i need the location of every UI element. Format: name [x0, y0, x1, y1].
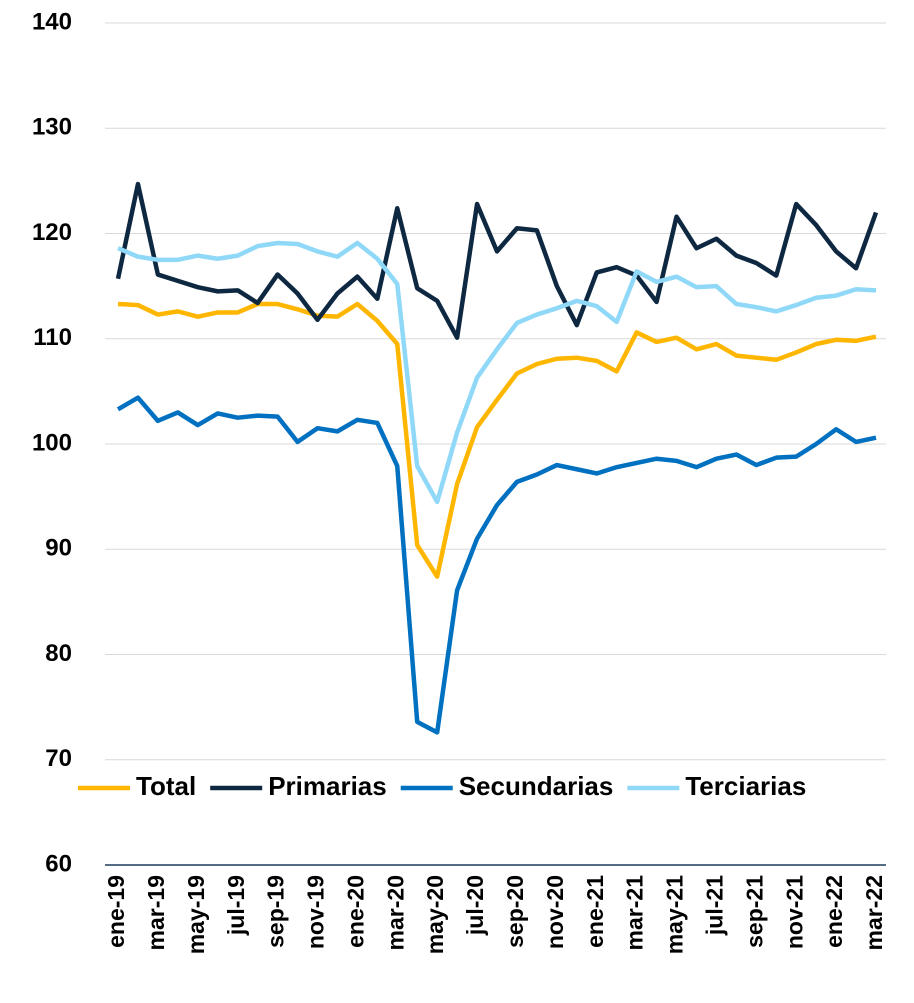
x-tick-label: may-19: [183, 875, 209, 954]
x-tick-label: may-21: [662, 875, 688, 954]
y-tick-label: 70: [45, 745, 72, 772]
legend-label: Secundarias: [459, 771, 614, 801]
legend-label: Total: [136, 771, 196, 801]
series-line: [117, 240, 877, 505]
x-tick-label: sep-20: [502, 875, 528, 948]
x-tick-label: mar-22: [861, 875, 887, 950]
series-line: [115, 181, 879, 340]
x-tick-label: may-20: [422, 875, 448, 954]
y-tick-label: 120: [32, 219, 72, 246]
x-tick-label: jul-19: [223, 875, 249, 936]
x-tick-label: ene-22: [821, 875, 847, 948]
x-tick-label: sep-21: [741, 875, 767, 948]
x-tick-label: mar-20: [382, 875, 408, 950]
x-tick-label: jul-20: [462, 875, 488, 936]
x-tick-label: mar-19: [143, 875, 169, 950]
y-tick-label: 100: [32, 429, 72, 456]
x-tick-label: nov-19: [303, 875, 329, 949]
legend-label: Primarias: [268, 771, 387, 801]
y-tick-label: 80: [45, 640, 72, 667]
x-tick-label: nov-21: [781, 875, 807, 949]
legend-label: Terciarias: [685, 771, 806, 801]
x-tick-label: ene-21: [582, 875, 608, 948]
x-tick-label: nov-20: [542, 875, 568, 949]
x-tick-label: ene-20: [342, 875, 368, 948]
x-tick-label: jul-21: [701, 875, 727, 936]
x-tick-label: ene-19: [103, 875, 129, 948]
series-line: [116, 395, 877, 735]
y-tick-label: 110: [33, 324, 72, 351]
x-tick-label: sep-19: [263, 875, 289, 948]
y-tick-label: 60: [45, 850, 72, 877]
y-tick-label: 90: [45, 535, 72, 562]
x-tick-label: mar-21: [622, 875, 648, 951]
series-line: [117, 301, 877, 579]
y-tick-label: 130: [32, 114, 72, 141]
y-tick-label: 140: [32, 8, 72, 35]
